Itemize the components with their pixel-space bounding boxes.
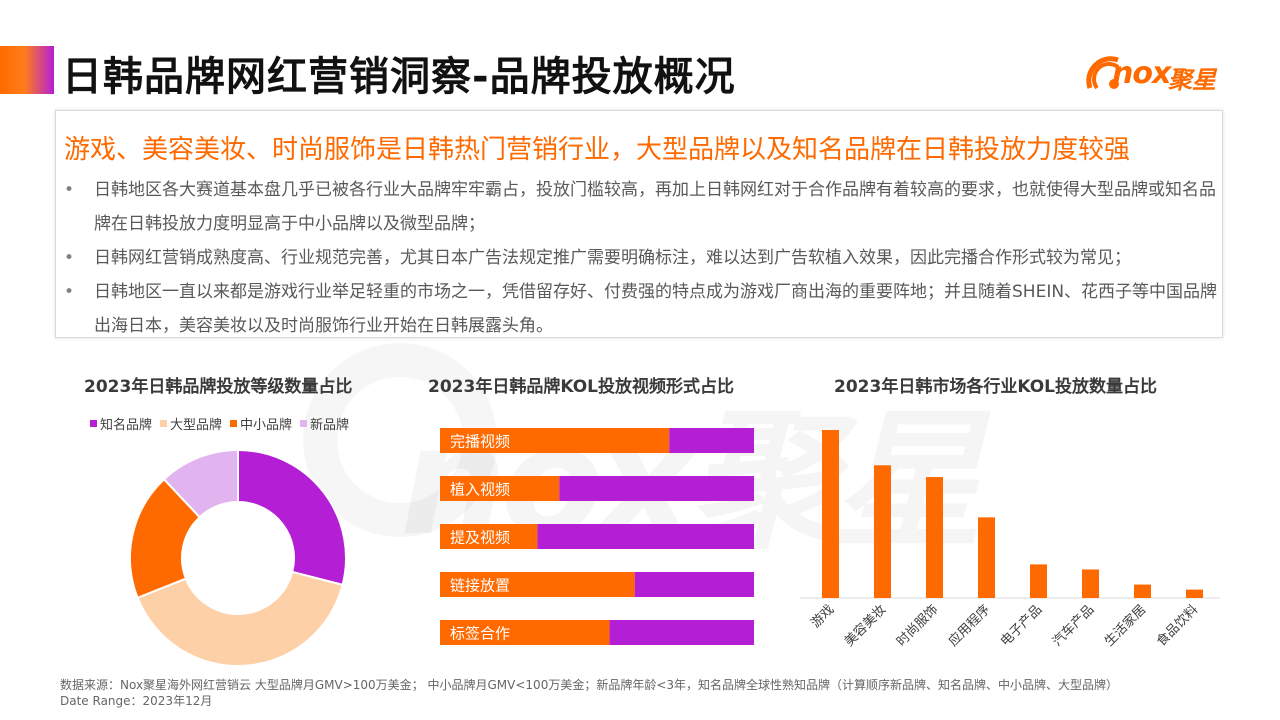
bar-label: 植入视频 bbox=[450, 481, 510, 499]
footnote: 数据来源：Nox聚星海外网红营销云 大型品牌月GMV>100万美金； 中小品牌月… bbox=[60, 677, 1118, 709]
summary-box: 游戏、美容美妆、时尚服饰是日韩热门营销行业，大型品牌以及知名品牌在日韩投放力度较… bbox=[55, 110, 1223, 338]
donut-chart bbox=[129, 448, 347, 667]
logo-cn-text: 聚星 bbox=[1168, 66, 1216, 94]
pie-slice-知名品牌 bbox=[237, 448, 347, 587]
bar-应用程序 bbox=[978, 517, 995, 598]
footnote-date-range: Date Range：2023年12月 bbox=[60, 694, 213, 708]
legend-item: 中小品牌 bbox=[230, 414, 292, 433]
chart2-title: 2023年日韩品牌KOL投放视频形式占比 bbox=[428, 377, 735, 397]
bar-链接放置-其他 bbox=[634, 572, 754, 597]
bar-完播视频-主要 bbox=[440, 428, 670, 453]
x-tick-label: 食品饮料 bbox=[1153, 602, 1201, 650]
footnote-source: 数据来源：Nox聚星海外网红营销云 大型品牌月GMV>100万美金； 中小品牌月… bbox=[60, 678, 1119, 692]
nox-logo-icon bbox=[1086, 56, 1120, 90]
bar-提及视频-其他 bbox=[537, 524, 754, 549]
chart1-title: 2023年日韩品牌投放等级数量占比 bbox=[84, 377, 353, 397]
bar-生活家居 bbox=[1134, 584, 1151, 598]
legend-swatch bbox=[160, 420, 168, 427]
logo-text: nox bbox=[1112, 56, 1171, 91]
pie-slice-新品牌 bbox=[162, 448, 239, 519]
legend-swatch bbox=[230, 420, 238, 427]
bar-提及视频-主要 bbox=[440, 524, 538, 549]
bar-美容美妆 bbox=[874, 465, 891, 598]
title-accent-bar bbox=[0, 46, 54, 94]
bar-label: 完播视频 bbox=[450, 433, 510, 451]
legend-label: 新品牌 bbox=[310, 418, 350, 433]
summary-headline: 游戏、美容美妆、时尚服饰是日韩热门营销行业，大型品牌以及知名品牌在日韩投放力度较… bbox=[64, 135, 1131, 165]
x-tick-label: 电子产品 bbox=[998, 602, 1045, 649]
bar-时尚服饰 bbox=[926, 477, 943, 598]
legend-swatch bbox=[90, 420, 97, 427]
x-tick-label: 时尚服饰 bbox=[894, 602, 941, 649]
legend-label: 知名品牌 bbox=[100, 418, 153, 433]
bullet-item: 日韩网红营销成熟度高、行业规范完善，尤其日本广告法规定推广需要明确标注，难以达到… bbox=[64, 241, 1224, 275]
bar-label: 提及视频 bbox=[450, 529, 510, 547]
bar-标签合作-主要 bbox=[440, 620, 610, 645]
page-title: 日韩品牌网红营销洞察-品牌投放概况 bbox=[62, 54, 736, 100]
nox-logo: nox 聚星 bbox=[1084, 50, 1234, 96]
bar-链接放置-主要 bbox=[440, 572, 635, 597]
bar-电子产品 bbox=[1030, 564, 1047, 598]
vbar-chart: 游戏 美容美妆 时尚服饰 应用程序 电子产品 汽车产品 生活家居 食品饮料 bbox=[800, 430, 1220, 650]
chart1-legend: 知名品牌 大型品牌 中小品牌 新品牌 bbox=[90, 414, 349, 433]
legend-item: 大型品牌 bbox=[160, 414, 222, 433]
summary-bullets: 日韩地区各大赛道基本盘几乎已被各行业大品牌牢牢霸占，投放门槛较高，再加上日韩网红… bbox=[64, 173, 1224, 343]
bar-游戏 bbox=[822, 430, 839, 598]
bar-植入视频-主要 bbox=[440, 476, 560, 501]
x-tick-label: 美容美妆 bbox=[841, 602, 889, 650]
bullet-item: 日韩地区各大赛道基本盘几乎已被各行业大品牌牢牢霸占，投放门槛较高，再加上日韩网红… bbox=[64, 173, 1224, 241]
legend-swatch bbox=[300, 420, 308, 427]
bar-汽车产品 bbox=[1082, 569, 1099, 598]
x-tick-label: 应用程序 bbox=[945, 602, 993, 650]
bar-标签合作-其他 bbox=[609, 620, 754, 645]
bar-食品饮料 bbox=[1186, 589, 1203, 598]
x-tick-label: 游戏 bbox=[808, 602, 837, 631]
bullet-item: 日韩地区一直以来都是游戏行业举足轻重的市场之一，凭借留存好、付费强的特点成为游戏… bbox=[64, 275, 1224, 343]
x-tick-label: 汽车产品 bbox=[1049, 602, 1097, 650]
legend-label: 大型品牌 bbox=[170, 418, 223, 433]
bar-完播视频-其他 bbox=[669, 428, 754, 453]
pie-slice-大型品牌 bbox=[136, 570, 344, 667]
x-tick-label: 生活家居 bbox=[1101, 602, 1149, 650]
legend-label: 中小品牌 bbox=[240, 418, 293, 433]
legend-item: 知名品牌 bbox=[90, 414, 152, 433]
bar-label: 链接放置 bbox=[450, 577, 510, 595]
bar-label: 标签合作 bbox=[450, 625, 510, 643]
chart3-title: 2023年日韩市场各行业KOL投放数量占比 bbox=[834, 377, 1158, 397]
legend-item: 新品牌 bbox=[300, 414, 349, 433]
bar-植入视频-其他 bbox=[559, 476, 754, 501]
